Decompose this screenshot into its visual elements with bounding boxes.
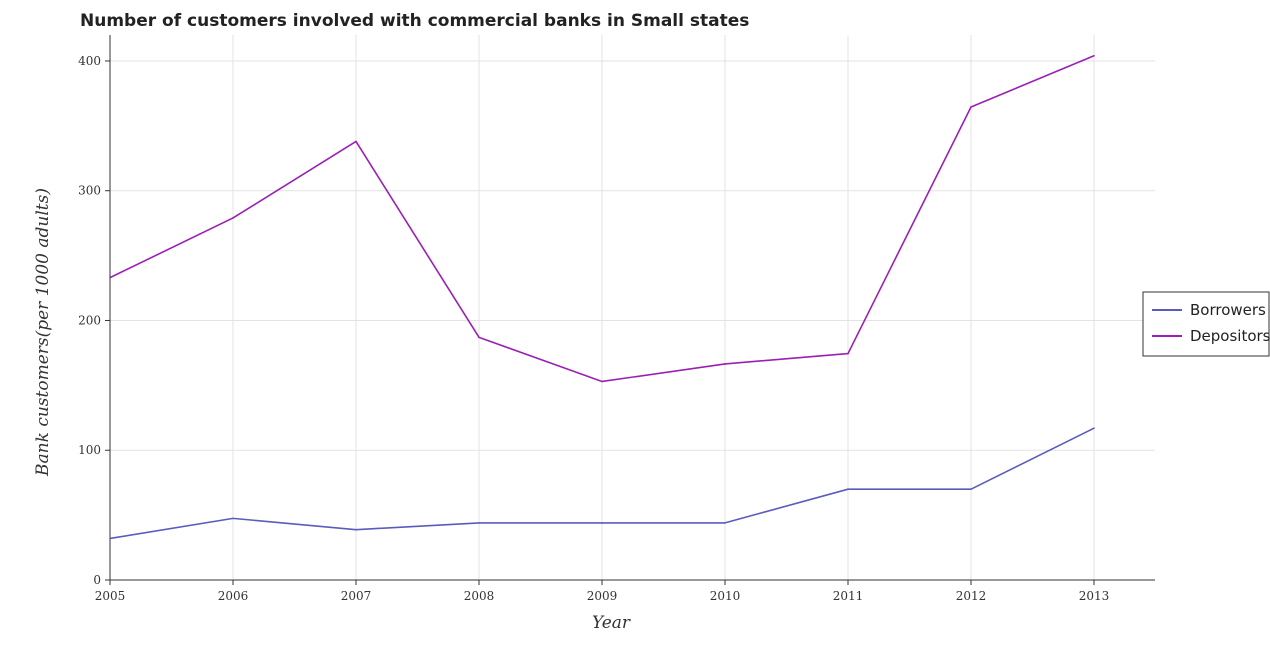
data-point-depositors xyxy=(970,106,972,108)
data-point-depositors xyxy=(601,380,603,383)
legend-box xyxy=(1142,291,1270,357)
x-tick-label: 2007 xyxy=(341,589,372,603)
y-tick-label: 300 xyxy=(78,184,101,198)
data-point-borrowers xyxy=(355,528,357,531)
x-tick-label: 2010 xyxy=(710,589,741,603)
data-point-borrowers xyxy=(970,488,972,490)
y-tick-label: 400 xyxy=(78,54,101,68)
data-point-depositors xyxy=(355,140,357,143)
x-tick-label: 2011 xyxy=(833,589,864,603)
y-tick-labels: 0 100 200 300 400 xyxy=(78,54,101,587)
series-layer xyxy=(109,54,1095,540)
x-tick-labels: 2005 2006 2007 2008 2009 2010 2011 2012 2013 xyxy=(95,589,1110,603)
x-tick-label: 2013 xyxy=(1079,589,1110,603)
y-tick-label: 200 xyxy=(78,313,101,327)
legend-label: Borrowers xyxy=(1190,301,1266,319)
data-point-borrowers xyxy=(601,522,603,524)
x-tick-label: 2009 xyxy=(587,589,618,603)
data-point-depositors xyxy=(109,276,111,279)
data-point-borrowers xyxy=(109,537,111,540)
y-axis-label: Bank customers(per 1000 adults) xyxy=(33,188,53,477)
legend: Borrowers Depositors xyxy=(1142,291,1270,357)
data-point-depositors xyxy=(232,217,234,219)
data-point-borrowers xyxy=(478,522,480,524)
x-tick-label: 2006 xyxy=(218,589,249,603)
data-point-borrowers xyxy=(232,517,234,520)
y-tick-label: 0 xyxy=(93,573,101,587)
axes xyxy=(105,35,1155,585)
grid-lines xyxy=(109,35,1155,581)
y-tick-label: 100 xyxy=(78,443,101,457)
x-tick-label: 2005 xyxy=(95,589,126,603)
legend-label: Depositors xyxy=(1190,327,1270,345)
data-point-borrowers xyxy=(1093,427,1095,429)
data-point-borrowers xyxy=(724,522,726,524)
data-point-borrowers xyxy=(847,488,849,490)
x-axis-label: Year xyxy=(592,613,631,633)
data-point-depositors xyxy=(1093,54,1095,57)
data-point-depositors xyxy=(724,363,726,365)
data-point-depositors xyxy=(478,336,480,339)
x-tick-label: 2008 xyxy=(464,589,495,603)
x-tick-label: 2012 xyxy=(956,589,987,603)
chart-title: Number of customers involved with commer… xyxy=(80,11,749,31)
data-point-depositors xyxy=(847,352,849,355)
